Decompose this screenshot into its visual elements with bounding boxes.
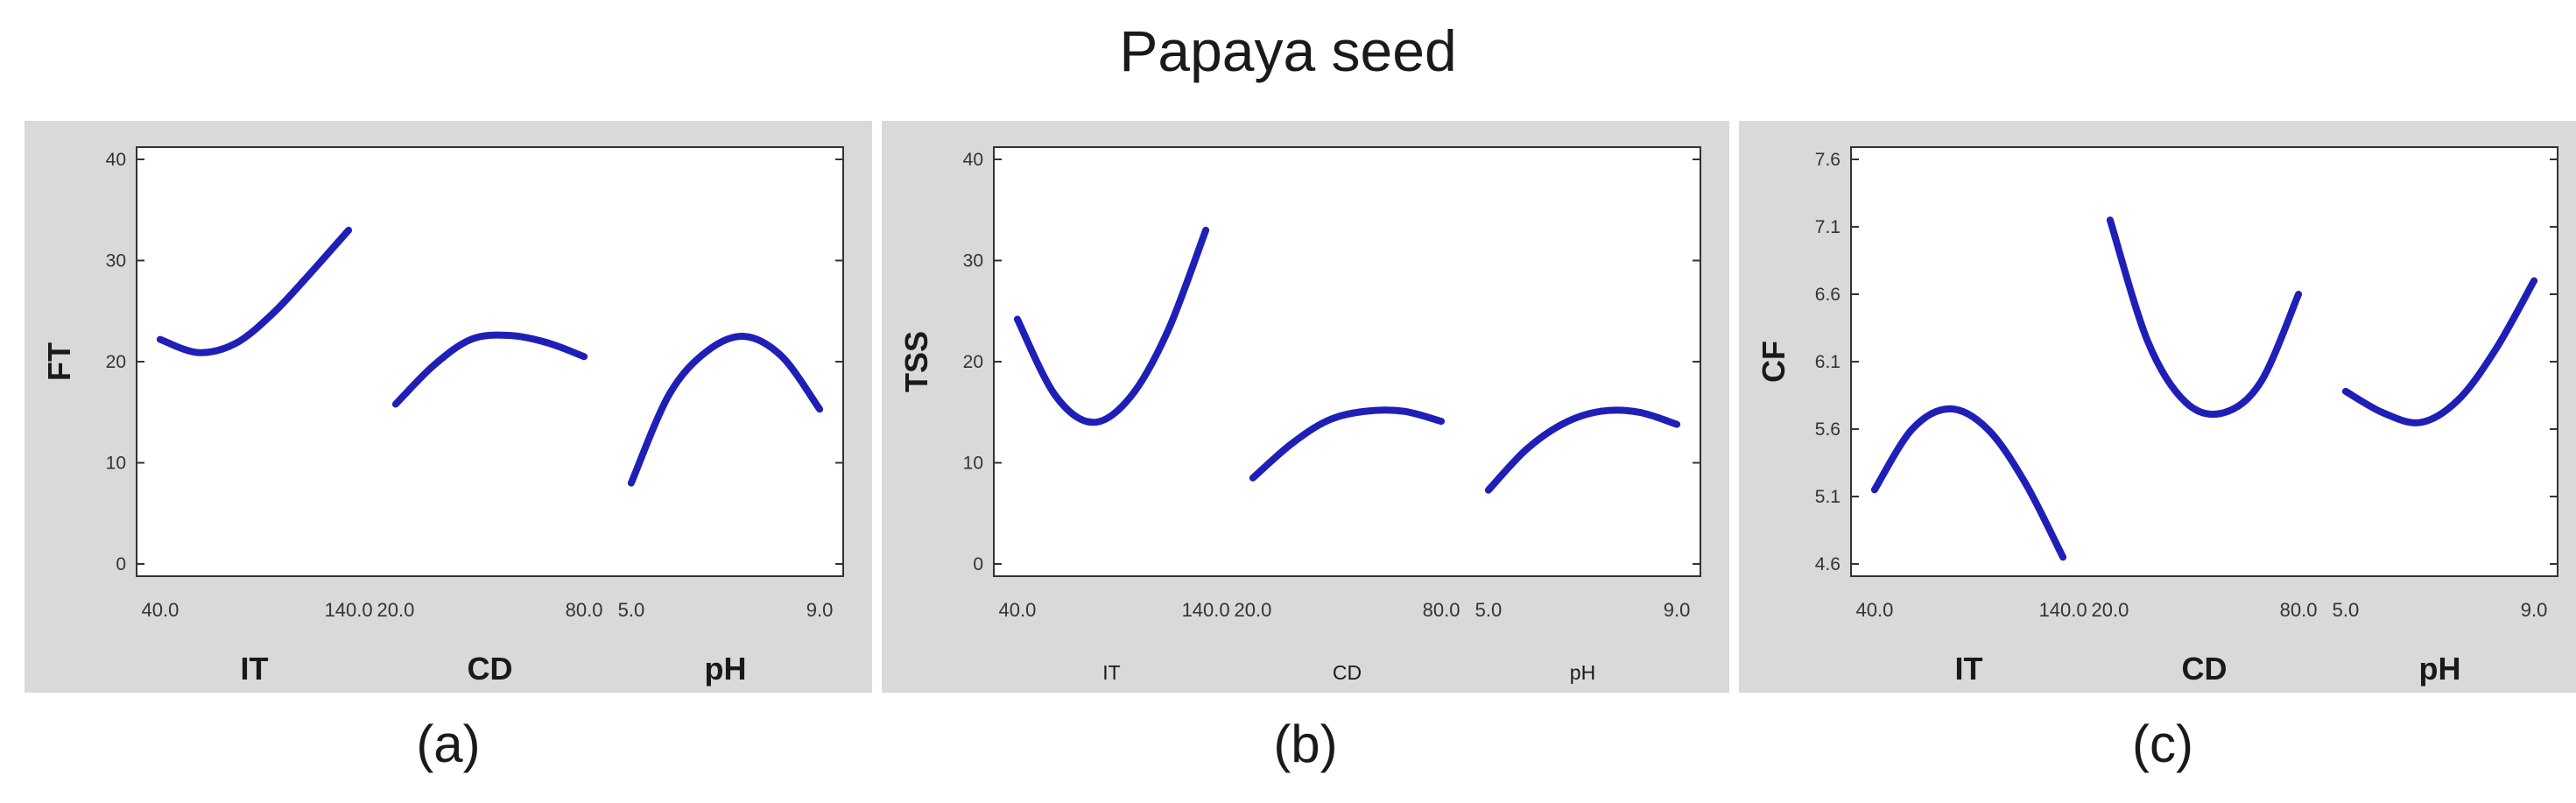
figure-title: Papaya seed [1119,18,1457,83]
panel-b: 0 10 20 30 40 TSS 40.0 140.0 IT 20.0 80.0 CD 5.0 9.0 p… [882,121,1729,693]
x-tick-label: 40.0 [141,599,179,621]
series-line-cd [391,331,588,408]
y-tick-label: 30 [963,251,983,271]
series-line-cd [1249,406,1446,482]
series-line-ph [2341,277,2538,426]
x-tick-label: 40.0 [998,599,1036,621]
y-tick-label: 20 [106,352,126,372]
caption-a: (a) [416,715,481,773]
x-factor-label-it: IT [1955,651,1983,687]
x-tick-label: 5.0 [1475,599,1503,621]
x-tick-label: 80.0 [2280,599,2318,621]
plot-area [993,146,1701,577]
x-factor-label-it: IT [1102,661,1120,684]
x-tick-label: 20.0 [377,599,414,621]
x-tick-label: 9.0 [2521,599,2548,621]
panel-c: 4.6 5.1 5.6 6.1 6.6 7.1 7.6 CF 40.0 140.0 IT 20.0 80… [1739,121,2576,693]
x-factor-label-cd: CD [1333,661,1362,684]
y-tick-label: 40 [963,150,983,170]
x-tick-label: 140.0 [325,599,373,621]
series-line-it [1013,226,1210,426]
x-tick-label: 140.0 [1182,599,1230,621]
y-axis-label: FT [41,342,77,381]
chart-ft: 0 10 20 30 40 FT 40.0 140.0 IT 20.0 80.0 CD 5.0 9.0 pH [41,146,844,687]
x-factor-label-cd: CD [2182,651,2228,687]
x-tick-label: 20.0 [2091,599,2129,621]
x-tick-label: 9.0 [806,599,834,621]
x-factor-label-ph: pH [2419,651,2461,687]
y-tick-label: 30 [106,251,126,271]
x-tick-label: 9.0 [1664,599,1691,621]
y-tick-label: 6.6 [1815,285,1841,305]
chart-cf: 4.6 5.1 5.6 6.1 6.6 7.1 7.6 CF 40.0 140.0 IT 20.0 80… [1756,146,2558,687]
x-tick-label: 80.0 [566,599,603,621]
y-tick-label: 0 [973,554,983,574]
x-tick-label: 5.0 [618,599,645,621]
y-tick-label: 0 [116,554,126,574]
x-factor-label-ph: pH [1570,661,1595,684]
series-line-it [156,226,353,356]
y-tick-label: 10 [963,454,983,474]
x-tick-label: 5.0 [2333,599,2360,621]
caption-c: (c) [2132,715,2193,773]
y-tick-label: 5.6 [1815,419,1841,440]
y-tick-label: 7.6 [1815,150,1841,170]
panel-a: 0 10 20 30 40 FT 40.0 140.0 IT 20.0 80.0 CD 5.0 9.0 pH [25,121,872,693]
x-factor-label-it: IT [241,651,269,687]
caption-b: (b) [1273,715,1338,773]
series-line-cd [2106,216,2303,419]
series-line-it [1870,405,2067,561]
x-tick-label: 80.0 [1423,599,1460,621]
series-line-ph [627,333,824,487]
y-tick-label: 4.6 [1815,554,1841,574]
chart-tss: 0 10 20 30 40 TSS 40.0 140.0 IT 20.0 80.0 CD 5.0 9.0 p… [898,146,1701,684]
y-tick-label: 5.1 [1815,487,1841,507]
x-factor-label-ph: pH [705,651,747,687]
y-axis-label: TSS [898,331,934,392]
series-line-ph [1484,406,1681,494]
x-tick-label: 20.0 [1234,599,1271,621]
y-tick-label: 20 [963,352,983,372]
plot-area [136,146,844,577]
y-tick-label: 40 [106,150,126,170]
y-tick-label: 7.1 [1815,217,1841,237]
x-tick-label: 140.0 [2039,599,2087,621]
y-tick-label: 10 [106,454,126,474]
y-axis-label: CF [1756,341,1791,383]
plot-area [1850,146,2558,577]
x-tick-label: 40.0 [1855,599,1893,621]
y-tick-label: 6.1 [1815,352,1841,372]
x-factor-label-cd: CD [468,651,513,687]
